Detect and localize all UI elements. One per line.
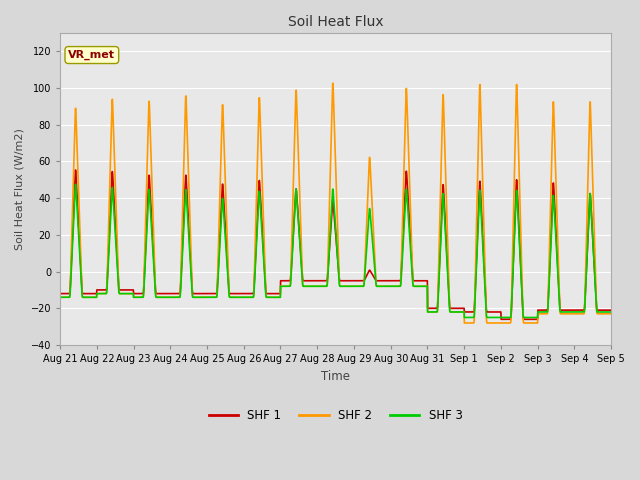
- SHF 1: [559, 307, 567, 313]
- SHF 3: [559, 309, 567, 315]
- SHF 3: [461, 314, 468, 320]
- SHF 3: [364, 230, 371, 236]
- SHF 3: [352, 283, 360, 289]
- Title: Soil Heat Flux: Soil Heat Flux: [288, 15, 383, 29]
- SHF 2: [496, 320, 504, 326]
- SHF 1: [210, 291, 218, 297]
- SHF 1: [56, 291, 64, 297]
- SHF 2: [607, 311, 615, 317]
- SHF 1: [574, 307, 582, 313]
- SHF 2: [56, 294, 64, 300]
- SHF 2: [329, 80, 337, 86]
- Line: SHF 1: SHF 1: [60, 170, 611, 319]
- SHF 1: [364, 271, 371, 276]
- X-axis label: Time: Time: [321, 370, 350, 383]
- Line: SHF 2: SHF 2: [60, 83, 611, 323]
- SHF 1: [352, 278, 360, 284]
- SHF 1: [496, 309, 504, 315]
- SHF 1: [607, 307, 615, 313]
- SHF 3: [496, 314, 504, 320]
- SHF 2: [559, 311, 567, 317]
- SHF 2: [574, 311, 582, 317]
- Y-axis label: Soil Heat Flux (W/m2): Soil Heat Flux (W/m2): [15, 128, 25, 250]
- Text: VR_met: VR_met: [68, 50, 115, 60]
- SHF 2: [352, 283, 360, 289]
- SHF 3: [56, 294, 64, 300]
- Line: SHF 3: SHF 3: [60, 184, 611, 317]
- SHF 1: [72, 167, 79, 173]
- SHF 3: [72, 181, 79, 187]
- SHF 2: [461, 320, 468, 326]
- SHF 3: [210, 294, 218, 300]
- SHF 2: [210, 294, 218, 300]
- SHF 3: [574, 309, 582, 315]
- SHF 3: [607, 309, 615, 315]
- SHF 2: [364, 196, 371, 202]
- Legend: SHF 1, SHF 2, SHF 3: SHF 1, SHF 2, SHF 3: [204, 404, 467, 426]
- SHF 1: [497, 316, 505, 322]
